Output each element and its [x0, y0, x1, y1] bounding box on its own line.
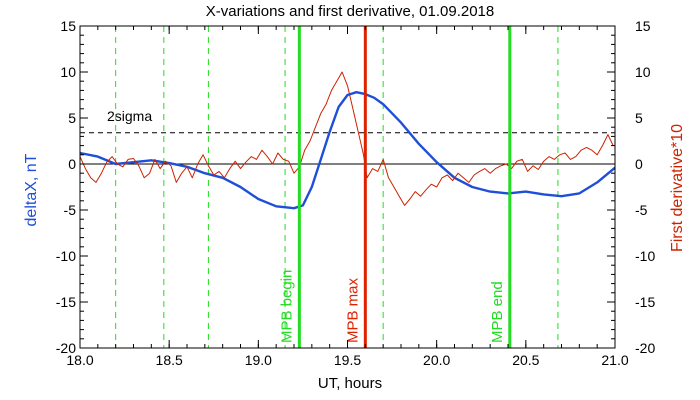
- y-tick-label-left-7: -20: [56, 340, 76, 356]
- y-tick-label-right-4: -5: [635, 202, 648, 218]
- y-tick-label-left-3: 0: [68, 156, 76, 172]
- y-tick-label-right-2: 5: [635, 110, 643, 126]
- y-tick-label-right-1: 10: [635, 64, 651, 80]
- y-tick-label-left-6: -15: [56, 294, 76, 310]
- y-tick-label-left-1: 10: [60, 64, 76, 80]
- chart-title: X-variations and first derivative, 01.09…: [206, 3, 495, 20]
- y-tick-label-right-5: -10: [635, 248, 655, 264]
- dashed-verticals: [115, 26, 559, 348]
- marker-label-2: MPB end: [489, 281, 506, 343]
- axes: 18.0 18.5 19.0 19.5 20.0 20.5 21.0 15 15 10 10 5 5 0 0…: [56, 18, 656, 368]
- marker-label-0: MPB begin: [278, 270, 295, 343]
- y-axis-label-left: deltaX, nT: [23, 153, 40, 226]
- event-markers: MPB begin MPB max MPB end: [278, 26, 512, 348]
- y-tick-label-left-0: 15: [60, 18, 76, 34]
- data-lines: [79, 71, 616, 210]
- marker-label-1: MPB max: [344, 277, 361, 343]
- series-deltaX: [79, 90, 616, 210]
- y-tick-label-right-3: 0: [635, 156, 643, 172]
- y-tick-label-left-4: -5: [64, 202, 77, 218]
- x-tick-label-5: 20.5: [512, 352, 539, 368]
- y-tick-label-left-2: 5: [68, 110, 76, 126]
- x-tick-label-2: 19.0: [245, 352, 272, 368]
- y-tick-label-right-0: 15: [635, 18, 651, 34]
- sigma-label: 2sigma: [107, 108, 152, 124]
- series-derivative: [79, 71, 614, 206]
- y-tick-label-right-7: -20: [635, 340, 655, 356]
- y-tick-label-left-5: -10: [56, 248, 76, 264]
- y-axis-label-right: First derivative*10: [669, 124, 686, 252]
- x-tick-label-1: 18.5: [156, 352, 183, 368]
- y-tick-label-right-6: -15: [635, 294, 655, 310]
- x-axis-label: UT, hours: [318, 375, 382, 392]
- x-tick-label-0: 18.0: [66, 352, 93, 368]
- x-tick-label-6: 21.0: [601, 352, 628, 368]
- x-tick-label-3: 19.5: [334, 352, 361, 368]
- x-tick-label-4: 20.0: [423, 352, 450, 368]
